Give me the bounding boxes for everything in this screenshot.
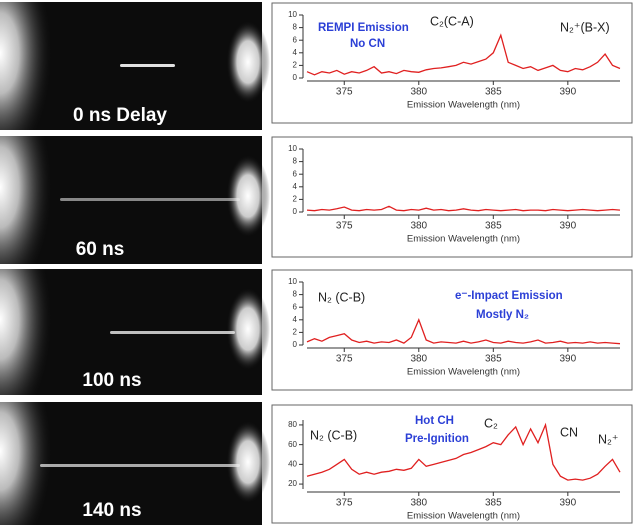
spectrum-line — [306, 318, 621, 345]
plasma-glow-left — [0, 2, 60, 130]
y-tick-label: 4 — [293, 48, 298, 57]
annotation: C₂(C-A) — [430, 14, 474, 28]
y-tick-label: 0 — [293, 340, 298, 349]
x-tick-label: 380 — [410, 498, 427, 509]
x-tick-label: 375 — [336, 221, 353, 232]
y-tick-label: 80 — [288, 420, 297, 429]
plasma-glow-left — [0, 136, 60, 264]
y-tick-label: 10 — [288, 10, 297, 19]
x-tick-label: 380 — [410, 221, 427, 232]
x-tick-label: 385 — [485, 221, 502, 232]
annotation: Pre-Ignition — [405, 433, 469, 445]
plasma-glow-right — [226, 20, 270, 104]
x-axis-label: Emission Wavelength (nm) — [407, 367, 520, 378]
annotation: N₂⁺(B-X) — [560, 20, 610, 34]
x-tick-label: 390 — [559, 354, 576, 365]
plasma-glow-right — [226, 287, 270, 371]
x-tick-label: 385 — [485, 498, 502, 509]
x-tick-label: 390 — [559, 221, 576, 232]
x-tick-label: 385 — [485, 87, 502, 98]
x-tick-label: 375 — [336, 354, 353, 365]
y-tick-label: 60 — [288, 440, 297, 449]
y-tick-label: 10 — [288, 144, 297, 153]
y-tick-label: 6 — [293, 302, 298, 311]
y-tick-label: 4 — [293, 182, 298, 191]
annotation: REMPI Emission — [318, 22, 409, 34]
annotation: N₂ (C-B) — [310, 428, 357, 442]
image-caption: 60 ns — [76, 239, 125, 260]
spectrum-line — [306, 422, 621, 481]
spectrum-line — [306, 33, 621, 76]
spectrum-line — [306, 205, 621, 212]
y-tick-label: 8 — [293, 290, 298, 299]
x-tick-label: 390 — [559, 498, 576, 509]
y-tick-label: 2 — [293, 328, 298, 337]
chart-panel — [271, 2, 633, 124]
annotation: N₂ (C-B) — [318, 290, 365, 304]
chart-panel — [271, 404, 633, 524]
image-caption: 100 ns — [82, 370, 141, 391]
x-axis-label: Emission Wavelength (nm) — [407, 100, 520, 111]
y-tick-label: 10 — [288, 277, 297, 286]
y-tick-label: 0 — [293, 207, 298, 216]
annotation: C₂ — [484, 416, 498, 430]
y-tick-label: 20 — [288, 479, 297, 488]
x-tick-label: 380 — [410, 87, 427, 98]
x-tick-label: 375 — [336, 498, 353, 509]
annotation: e⁻-Impact Emission — [455, 290, 563, 302]
emission-stripe — [40, 464, 240, 467]
emission-stripe — [120, 64, 175, 67]
y-tick-label: 6 — [293, 169, 298, 178]
plasma-glow-right — [226, 420, 270, 504]
x-tick-label: 390 — [559, 87, 576, 98]
y-tick-label: 6 — [293, 35, 298, 44]
y-tick-label: 0 — [293, 73, 298, 82]
image-caption: 0 ns Delay — [73, 105, 167, 126]
image-caption: 140 ns — [82, 500, 141, 521]
y-tick-label: 2 — [293, 195, 298, 204]
x-axis-label: Emission Wavelength (nm) — [407, 234, 520, 245]
y-tick-label: 4 — [293, 315, 298, 324]
plasma-glow-right — [226, 154, 270, 238]
y-tick-label: 8 — [293, 23, 298, 32]
annotation: No CN — [350, 38, 385, 50]
annotation: CN — [560, 425, 578, 439]
x-tick-label: 375 — [336, 87, 353, 98]
emission-stripe — [60, 198, 240, 201]
chart-panel — [271, 269, 633, 391]
x-axis-label: Emission Wavelength (nm) — [407, 511, 520, 522]
emission-stripe — [110, 331, 235, 334]
y-tick-label: 2 — [293, 61, 298, 70]
plasma-glow-left — [0, 402, 60, 525]
y-tick-label: 8 — [293, 157, 298, 166]
annotation: Hot CH — [415, 415, 454, 427]
annotation: N₂⁺ — [598, 432, 618, 446]
chart-panel — [271, 136, 633, 258]
x-tick-label: 380 — [410, 354, 427, 365]
annotation: Mostly N₂ — [476, 309, 529, 321]
x-tick-label: 385 — [485, 354, 502, 365]
y-tick-label: 40 — [288, 459, 297, 468]
plasma-glow-left — [0, 269, 60, 395]
